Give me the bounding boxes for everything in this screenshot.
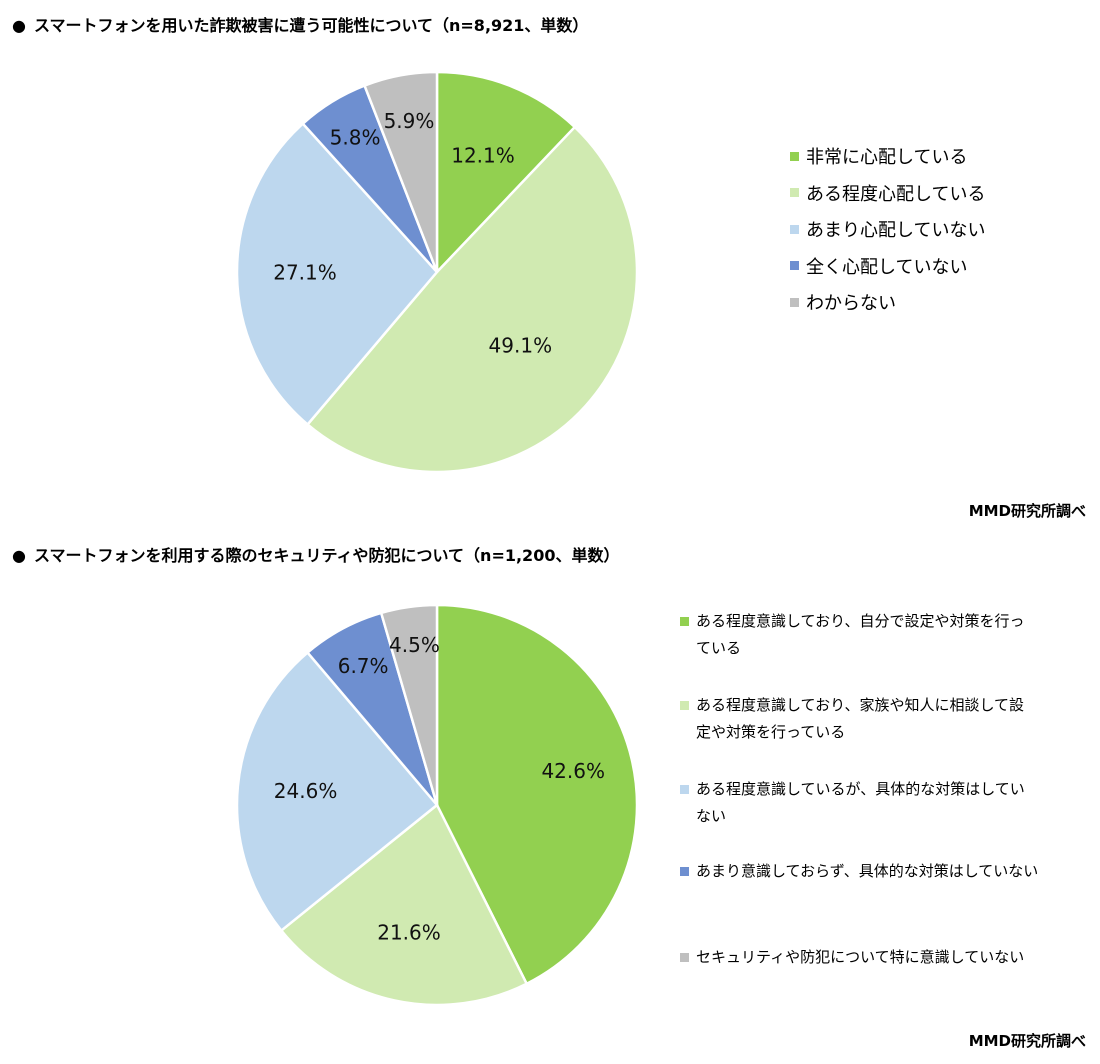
legend-line: ている <box>696 639 742 657</box>
slice-value-label: 4.5% <box>389 633 440 657</box>
legend-swatch <box>790 224 799 234</box>
pie-chart: 42.6% 21.6% 24.6% 6.7%4.5% <box>235 603 639 1007</box>
slice-value-label: 42.6% <box>541 759 605 783</box>
pie-slice <box>235 650 439 933</box>
pie-slice <box>305 125 639 474</box>
legend-label: ある程度意識しており、自分で設定や対策を行っ ている <box>696 608 1025 662</box>
legend-item: セキュリティや防犯について特に意識していない <box>680 944 1060 971</box>
chart-title: ● スマートフォンを利用する際のセキュリティや防犯について（n=1,200、単数） <box>12 542 619 566</box>
pie-slice <box>435 603 639 986</box>
source-note: MMD研究所調べ <box>968 502 1086 520</box>
chart-block-2: ● スマートフォンを利用する際のセキュリティや防犯について（n=1,200、単数）… <box>0 530 1100 1064</box>
legend-item: あまり意識しておらず、具体的な対策はしていない <box>680 858 1060 944</box>
slice-value-label: 49.1% <box>489 333 553 357</box>
legend-swatch <box>680 617 689 626</box>
slice-value-label: 5.9% <box>384 109 435 133</box>
chart-block-1: ● スマートフォンを用いた詐欺被害に遭う可能性について（n=8,921、単数） 1… <box>0 0 1100 530</box>
pie-labels: 42.6% 21.6% 24.6% 6.7%4.5% <box>274 633 605 944</box>
pie-slice <box>235 121 439 427</box>
chart-title-text: スマートフォンを用いた詐欺被害に遭う可能性について（n=8,921、単数） <box>33 16 589 35</box>
legend-label: 全く心配していない <box>806 256 968 278</box>
title-bullet: ● <box>12 16 26 35</box>
legend-label: あまり心配していない <box>806 220 986 242</box>
pie-slice <box>379 603 439 806</box>
title-bullet: ● <box>12 546 26 565</box>
pie-chart: 12.1% 49.1% 27.1% 5.8%5.9% <box>235 70 639 474</box>
legend-swatch <box>790 151 799 161</box>
legend-item: 全く心配していない <box>790 248 985 285</box>
source-note: MMD研究所調べ <box>968 1032 1086 1050</box>
legend-line: ある程度意識しているが、具体的な対策はしてい <box>696 780 1025 798</box>
legend-label: ある程度意識しており、家族や知人に相談して設 定や対策を行っている <box>696 692 1024 746</box>
slice-value-label: 24.6% <box>274 779 338 803</box>
legend-label: セキュリティや防犯について特に意識していない <box>696 948 1025 966</box>
legend-item: わからない <box>790 284 985 321</box>
legend-label: ある程度心配している <box>806 183 986 205</box>
legend-swatch <box>680 785 689 794</box>
legend-swatch <box>680 701 689 710</box>
pie-slices <box>235 603 639 1007</box>
legend-line: ある程度意識しており、家族や知人に相談して設 <box>696 696 1025 714</box>
legend-line: 定や対策を行っている <box>696 723 846 741</box>
legend-item: ある程度意識しており、家族や知人に相談して設 定や対策を行っている <box>680 692 1060 776</box>
legend-swatch <box>790 188 799 198</box>
legend-swatch <box>680 867 689 876</box>
legend-label: ある程度意識しているが、具体的な対策はしてい ない <box>696 776 1025 830</box>
legend-swatch <box>790 261 799 271</box>
slice-value-label: 5.8% <box>330 126 381 150</box>
chart-title: ● スマートフォンを用いた詐欺被害に遭う可能性について（n=8,921、単数） <box>12 12 588 36</box>
slice-value-label: 6.7% <box>338 654 389 678</box>
legend-item: あまり心配していない <box>790 211 985 248</box>
legend-item: 非常に心配している <box>790 138 985 175</box>
pie-slices <box>235 70 639 474</box>
legend-item: ある程度意識しており、自分で設定や対策を行っ ている <box>680 608 1060 692</box>
chart-legend: 非常に心配している ある程度心配している あまり心配していない 全く心配していな… <box>790 138 985 321</box>
legend-line: ない <box>696 807 727 825</box>
pie-slice <box>435 70 577 276</box>
pie-labels: 12.1% 49.1% 27.1% 5.8%5.9% <box>273 109 552 357</box>
legend-swatch <box>790 297 799 307</box>
legend-label: あまり意識しておらず、具体的な対策はしていない <box>696 862 1039 880</box>
legend-label: わからない <box>806 293 896 315</box>
slice-value-label: 21.6% <box>377 920 441 944</box>
legend-swatch <box>680 953 689 962</box>
legend-label: 非常に心配している <box>806 147 968 169</box>
legend-item: ある程度心配している <box>790 175 985 212</box>
pie-slice <box>362 70 439 273</box>
slice-value-label: 27.1% <box>273 261 337 285</box>
chart-title-text: スマートフォンを利用する際のセキュリティや防犯について（n=1,200、単数） <box>33 546 620 565</box>
slice-value-label: 12.1% <box>451 143 515 167</box>
pie-slice <box>279 803 529 1007</box>
legend-item: ある程度意識しているが、具体的な対策はしてい ない <box>680 776 1060 858</box>
legend-line: ある程度意識しており、自分で設定や対策を行っ <box>696 612 1025 630</box>
chart-legend: ある程度意識しており、自分で設定や対策を行っ ている ある程度意識しており、家族や… <box>680 608 1060 971</box>
